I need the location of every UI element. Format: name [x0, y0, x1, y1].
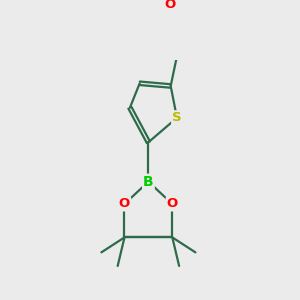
Text: O: O [119, 197, 130, 211]
Text: O: O [164, 0, 175, 11]
Text: O: O [167, 197, 178, 211]
Text: S: S [172, 111, 182, 124]
Text: B: B [143, 175, 154, 189]
